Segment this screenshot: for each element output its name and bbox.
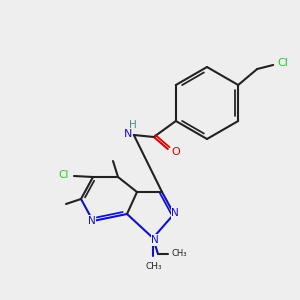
Text: N: N	[88, 216, 96, 226]
Text: N: N	[171, 208, 179, 218]
Text: O: O	[172, 147, 181, 157]
Text: Cl: Cl	[277, 58, 288, 68]
Text: Cl: Cl	[58, 170, 69, 180]
Text: N: N	[123, 129, 132, 139]
Text: N: N	[151, 235, 159, 245]
Text: H: H	[129, 120, 137, 130]
Text: CH₃: CH₃	[171, 250, 187, 259]
Text: CH₃: CH₃	[146, 262, 162, 271]
